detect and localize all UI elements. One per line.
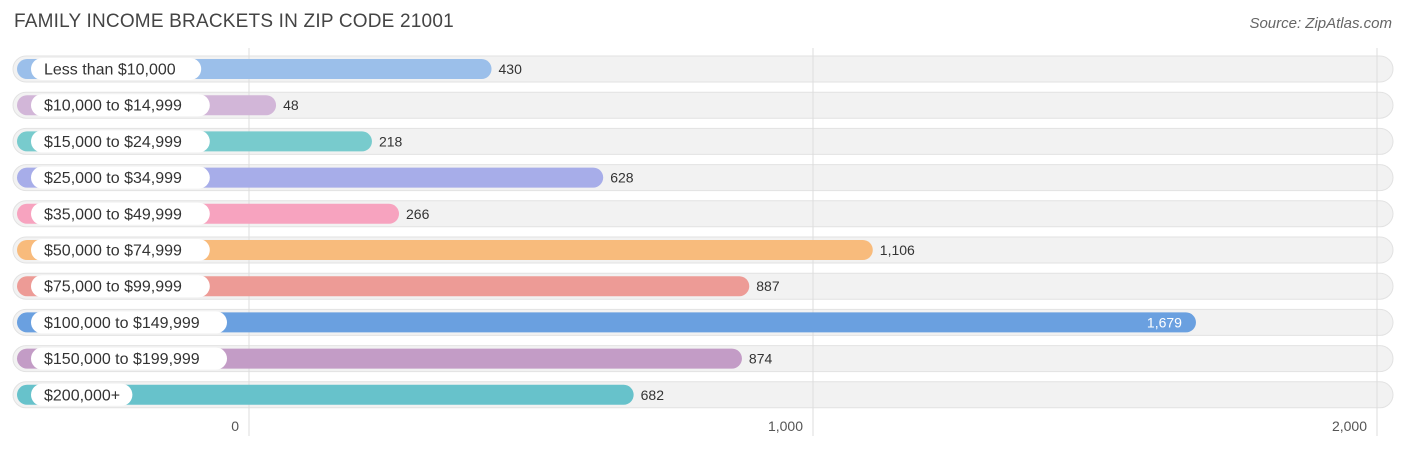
value-label: 1,679: [1147, 314, 1182, 330]
value-label: 874: [749, 351, 773, 367]
bar-row: Less than $10,000 430: [17, 58, 522, 80]
row-track: [12, 91, 1394, 119]
category-label: $15,000 to $24,999: [44, 134, 182, 151]
category-label: $150,000 to $199,999: [44, 351, 200, 368]
category-label-bg: [31, 202, 210, 225]
category-label: $50,000 to $74,999: [44, 243, 182, 260]
x-tick-label: 1,000: [768, 418, 803, 434]
category-label-bg: [31, 275, 210, 298]
bar-row: $35,000 to $49,999 266: [17, 202, 430, 225]
category-label-bg: [31, 383, 133, 406]
category-label-bg: [31, 311, 227, 334]
bar-row: $50,000 to $74,999 1,106: [17, 239, 915, 261]
chart-title: FAMILY INCOME BRACKETS IN ZIP CODE 21001: [14, 11, 454, 32]
category-label: $10,000 to $14,999: [44, 98, 182, 115]
value-label: 430: [499, 61, 523, 77]
bar: [17, 312, 1196, 333]
bar-row: $100,000 to $149,999 1,679: [17, 311, 1196, 334]
category-label: $25,000 to $34,999: [44, 170, 182, 187]
value-label: 1,106: [880, 242, 915, 258]
category-label-bg: [31, 239, 210, 261]
value-label: 682: [641, 387, 665, 403]
category-label-bg: [31, 58, 202, 80]
category-label-bg: [31, 94, 210, 117]
bar-row: $200,000+ 682: [17, 383, 665, 406]
category-label: Less than $10,000: [44, 62, 176, 79]
category-label-bg: [31, 130, 210, 153]
category-label-bg: [31, 347, 227, 370]
bar-row: $10,000 to $14,999 48: [17, 94, 299, 117]
x-axis-ticks: 0 1,000 2,000: [231, 418, 1367, 434]
x-tick-label: 2,000: [1332, 418, 1367, 434]
category-label: $75,000 to $99,999: [44, 279, 182, 296]
value-label: 628: [610, 170, 634, 186]
category-label-bg: [31, 166, 210, 189]
bar: [17, 240, 873, 260]
category-label: $100,000 to $149,999: [44, 315, 200, 332]
x-tick-label: 0: [231, 418, 239, 434]
bar-row: $75,000 to $99,999 887: [17, 275, 780, 298]
bar-row: $25,000 to $34,999 628: [17, 166, 634, 189]
category-label: $35,000 to $49,999: [44, 206, 182, 223]
value-label: 218: [379, 133, 403, 149]
category-label: $200,000+: [44, 387, 120, 404]
value-label: 48: [283, 97, 299, 113]
chart-source: Source: ZipAtlas.com: [1249, 15, 1392, 32]
bar-row: $15,000 to $24,999 218: [17, 130, 403, 153]
value-label: 887: [756, 278, 780, 294]
bar-row: $150,000 to $199,999 874: [17, 347, 773, 370]
bar: [17, 384, 634, 405]
value-label: 266: [406, 206, 430, 222]
